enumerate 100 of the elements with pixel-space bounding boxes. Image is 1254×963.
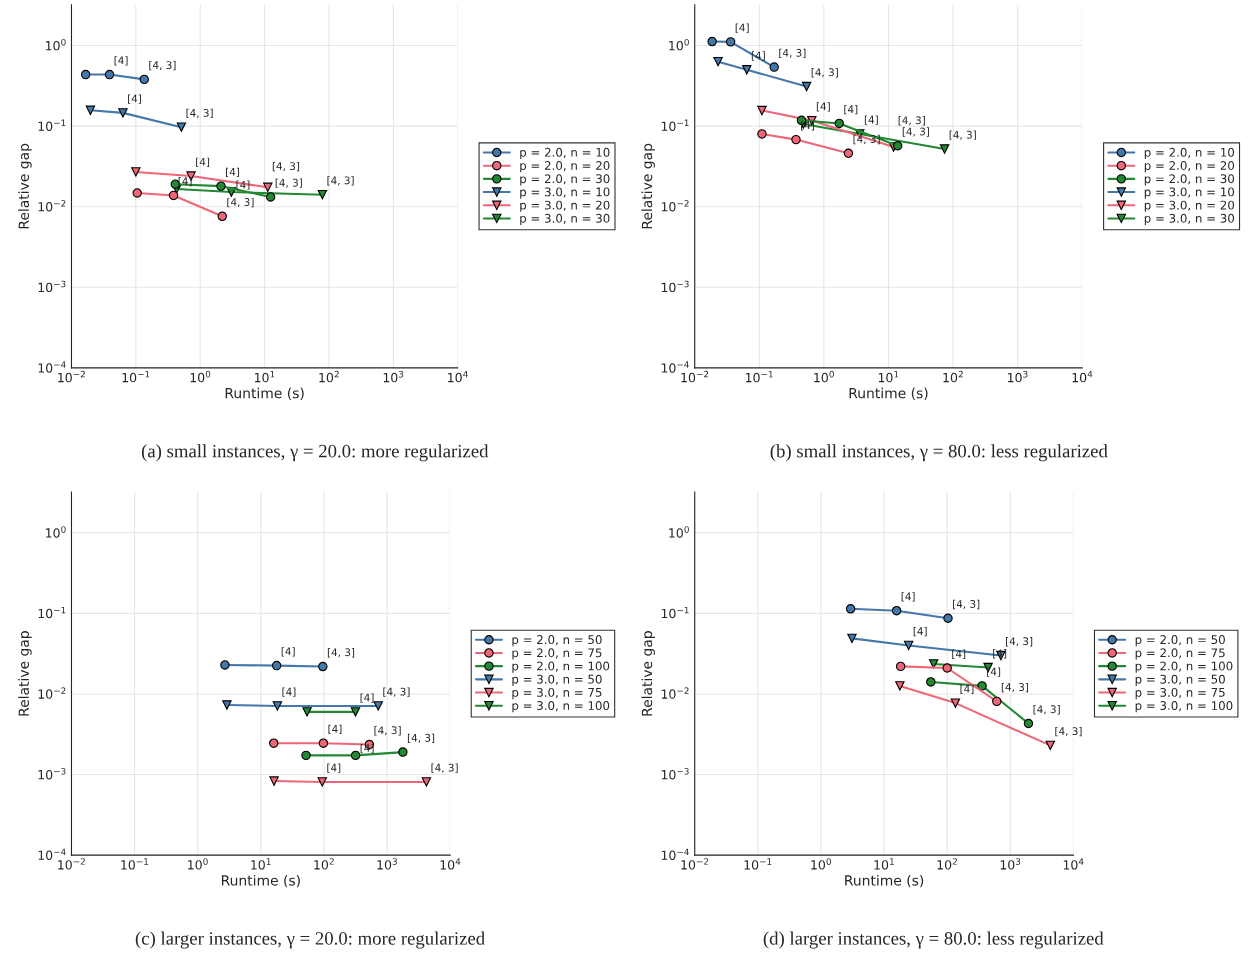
- annotation: [4]: [960, 684, 974, 694]
- annotation: [4]: [801, 121, 815, 131]
- x-tick-label: 10$^{2}$: [314, 858, 334, 870]
- legend-label: p = 2.0, n = 75: [1135, 648, 1225, 660]
- legend-label: p = 2.0, n = 20: [520, 161, 610, 173]
- annotation: [4]: [128, 94, 141, 104]
- annotation: [4]: [360, 693, 374, 703]
- legend-label: p = 2.0, n = 50: [1135, 635, 1225, 647]
- annotation: [4, 3]: [431, 763, 458, 773]
- legend-label: p = 2.0, n = 10: [520, 147, 610, 160]
- annotation: [4, 3]: [374, 726, 401, 736]
- annotation: [4]: [281, 647, 295, 657]
- legend-label: p = 3.0, n = 75: [1135, 687, 1225, 700]
- legend-label: p = 2.0, n = 10: [1144, 147, 1235, 160]
- y-tick-label: 10$^{0}$: [669, 526, 689, 538]
- legend-label: p = 3.0, n = 100: [1135, 701, 1233, 713]
- annotation: [4]: [735, 23, 749, 33]
- text: (b) small instances, γ = 80.0: less regularized: [770, 444, 1108, 462]
- x-axis-title: Runtime (s): [849, 387, 928, 400]
- legend-label: p = 3.0, n = 10: [1144, 187, 1235, 199]
- legend-label: p = 2.0, n = 30: [520, 174, 610, 186]
- annotation: [4]: [993, 649, 1007, 659]
- y-tick-label: 10$^{−4}$: [38, 361, 66, 373]
- y-tick-label: 10$^{−4}$: [661, 361, 689, 373]
- annotation: [4, 3]: [327, 176, 354, 186]
- annotation: [4, 3]: [1033, 705, 1060, 715]
- legend-label: p = 2.0, n = 50: [512, 635, 602, 647]
- annotation: [4]: [987, 667, 1001, 677]
- x-tick-label: 10$^{1}$: [878, 370, 899, 383]
- x-tick-label: 10$^{−1}$: [121, 858, 149, 870]
- annotation: [4]: [952, 649, 966, 659]
- y-tick-label: 10$^{0}$: [45, 38, 66, 51]
- annotation: [4]: [226, 167, 239, 177]
- annotation: [4, 3]: [811, 68, 838, 78]
- annotation: [4]: [844, 105, 858, 115]
- annotation: [4]: [196, 157, 210, 167]
- y-tick-label: 10$^{−1}$: [38, 606, 66, 619]
- y-axis-title: Relative gap: [641, 143, 655, 229]
- y-tick-label: 10$^{−1}$: [38, 119, 66, 131]
- legend-label: p = 3.0, n = 20: [1144, 200, 1235, 212]
- legend-label: p = 2.0, n = 30: [1144, 174, 1235, 186]
- legend-label: p = 3.0, n = 30: [520, 213, 610, 226]
- y-tick-label: 10$^{−2}$: [38, 687, 66, 699]
- legend-label: p = 3.0, n = 10: [520, 187, 610, 199]
- x-tick-label: 10$^{4}$: [1072, 370, 1093, 383]
- legend-label: p = 3.0, n = 100: [512, 701, 610, 713]
- annotation: [4, 3]: [949, 130, 976, 140]
- y-tick-label: 10$^{−4}$: [38, 848, 66, 860]
- annotation: [4]: [864, 115, 878, 125]
- annotation: [4, 3]: [186, 108, 213, 119]
- annotation: [4, 3]: [227, 197, 254, 208]
- x-tick-label: 10$^{0}$: [814, 370, 834, 383]
- x-tick-label: 10$^{2}$: [319, 370, 339, 383]
- y-tick-label: 10$^{−1}$: [661, 119, 689, 131]
- x-tick-label: 10$^{4}$: [448, 370, 468, 383]
- annotation: [4, 3]: [383, 687, 410, 697]
- x-axis-title: Runtime (s): [225, 387, 304, 400]
- annotation: [4, 3]: [898, 116, 925, 126]
- x-tick-label: 10$^{−1}$: [744, 858, 772, 870]
- annotation: [4]: [913, 627, 927, 637]
- x-tick-label: 10$^{0}$: [811, 858, 831, 870]
- x-tick-label: 10$^{−1}$: [122, 370, 150, 383]
- x-tick-label: 10$^{0}$: [190, 370, 211, 383]
- annotation: [4, 3]: [327, 648, 355, 658]
- x-tick-label: 10$^{1}$: [874, 858, 894, 870]
- annotation: [4]: [327, 763, 341, 773]
- x-tick-label: 10$^{−2}$: [681, 370, 709, 383]
- y-tick-label: 10$^{−1}$: [661, 606, 689, 619]
- legend-label: p = 2.0, n = 100: [512, 661, 610, 673]
- x-tick-label: 10$^{2}$: [943, 370, 963, 383]
- y-tick-label: 10$^{−3}$: [661, 280, 689, 293]
- x-tick-label: 10$^{3}$: [1007, 370, 1028, 383]
- y-axis-title: Relative gap: [18, 143, 32, 229]
- x-tick-label: 10$^{0}$: [188, 858, 208, 870]
- x-tick-label: 10$^{3}$: [377, 858, 397, 870]
- legend-label: p = 3.0, n = 75: [512, 687, 602, 700]
- x-tick-label: 10$^{3}$: [383, 370, 404, 383]
- y-axis-title: Relative gap: [18, 631, 32, 716]
- annotation: [4]: [282, 687, 296, 697]
- y-tick-label: 10$^{−2}$: [661, 200, 689, 212]
- legend-label: p = 2.0, n = 20: [1144, 161, 1235, 173]
- annotation: [4]: [114, 56, 128, 66]
- annotation: [4]: [328, 724, 342, 735]
- y-tick-label: 10$^{0}$: [45, 526, 66, 538]
- x-axis-title: Runtime (s): [221, 874, 300, 888]
- legend-label: p = 2.0, n = 75: [512, 648, 602, 660]
- x-tick-label: 10$^{1}$: [251, 858, 271, 870]
- annotation: [4, 3]: [275, 178, 302, 188]
- y-tick-label: 10$^{−3}$: [38, 280, 66, 293]
- y-tick-label: 10$^{−2}$: [661, 687, 689, 699]
- legend-label: p = 3.0, n = 50: [512, 674, 602, 686]
- text: (c) larger instances, γ = 20.0: more regularized: [135, 931, 485, 949]
- legend-label: p = 3.0, n = 30: [1144, 213, 1235, 226]
- legend-label: p = 3.0, n = 50: [1135, 674, 1225, 686]
- annotation: [4, 3]: [407, 733, 435, 743]
- annotation: [4, 3]: [1055, 726, 1082, 737]
- annotation: [4, 3]: [1005, 637, 1033, 647]
- y-tick-label: 10$^{−2}$: [38, 200, 66, 212]
- text: (d) larger instances, γ = 80.0: less regularized: [763, 931, 1104, 949]
- y-tick-label: 10$^{−4}$: [661, 848, 689, 860]
